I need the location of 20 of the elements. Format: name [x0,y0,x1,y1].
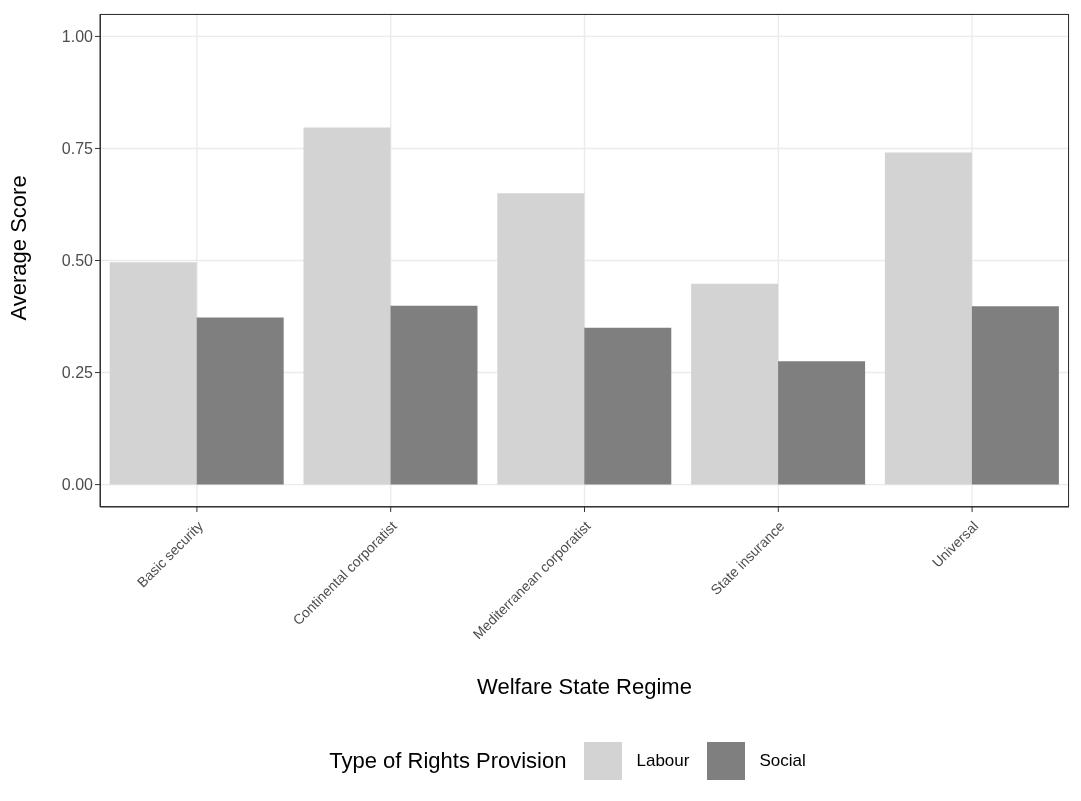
bar [884,152,972,485]
y-tick-label: 0.50 [61,252,94,270]
y-tick-label: 0.75 [61,140,94,158]
legend-title: Type of Rights Provision [329,748,567,774]
bar [584,327,672,485]
legend-label: Labour [636,751,690,771]
y-tick-label: 0.25 [61,364,94,382]
bar [778,361,866,485]
bar [497,193,585,485]
y-tick-label: 1.00 [61,28,94,46]
bar [109,262,197,485]
legend-label: Social [759,751,806,771]
y-tick-label: 0.00 [61,476,94,494]
bar [196,317,284,485]
bar [390,305,478,485]
bar [971,306,1059,485]
y-axis-title: Average Score [5,175,31,321]
bar [303,127,391,485]
x-axis-title: Welfare State Regime [477,674,692,699]
bar [691,283,779,485]
